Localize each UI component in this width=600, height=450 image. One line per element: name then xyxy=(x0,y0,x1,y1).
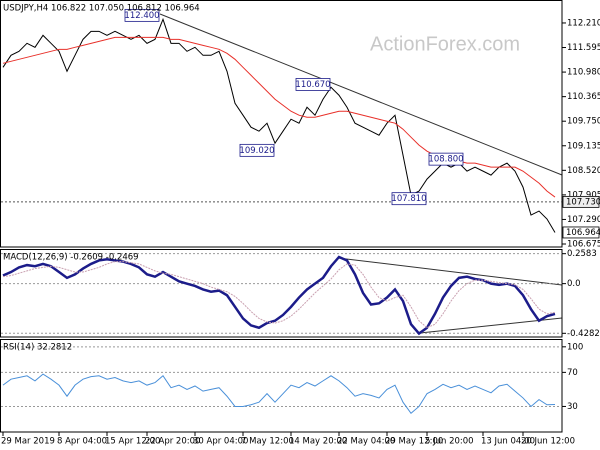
y-tick-label: 109.135 xyxy=(567,141,600,151)
price-label-box xyxy=(562,195,600,208)
price-panel-frame xyxy=(0,0,563,248)
annotation-box xyxy=(391,192,427,206)
annotation-box xyxy=(239,143,275,157)
series-line xyxy=(2,255,556,336)
x-tick-label: 22 Apr 20:00 xyxy=(145,437,200,447)
rsi-panel-frame xyxy=(0,339,563,433)
annotation-label: 109.020 xyxy=(239,146,274,156)
annotation-box xyxy=(124,8,160,22)
x-tick-label: 8 Apr 04:00 xyxy=(57,437,107,447)
x-tick-label: 29 Mar 2019 xyxy=(1,437,55,447)
y-tick-label: 112.210 xyxy=(567,18,600,28)
x-tick-label: 20 Jun 12:00 xyxy=(521,437,575,447)
y-tick-label: 0.2583 xyxy=(567,249,597,259)
y-tick-label: 106.675 xyxy=(567,240,600,250)
macd-panel-frame xyxy=(0,249,563,338)
annotation-label: 107.810 xyxy=(391,194,426,204)
y-tick-label: 111.595 xyxy=(567,43,600,53)
panel-title: RSI(14) 32.2812 xyxy=(3,343,72,353)
annotation-box xyxy=(295,78,331,91)
y-tick-label: 107.290 xyxy=(567,215,600,225)
series-line xyxy=(2,373,556,414)
annotation-label: 108.800 xyxy=(428,155,463,165)
x-tick-label: 5 Jun 20:00 xyxy=(425,437,474,447)
series-line xyxy=(2,17,556,233)
y-tick-label: 109.750 xyxy=(567,117,600,127)
annotation-label: 110.670 xyxy=(295,80,330,90)
panel-title: USDJPY,H4 106.822 107.050 106.812 106.96… xyxy=(3,4,200,14)
panel-title: MACD(12,26,9) -0.2609 -0.2469 xyxy=(3,253,139,263)
series-line xyxy=(2,261,556,329)
y-tick-label: 70 xyxy=(567,368,578,378)
watermark: ActionForex.com xyxy=(370,33,520,55)
price-label: 106.964 xyxy=(566,228,600,238)
price-label-box xyxy=(562,226,600,239)
x-tick-label: 22 May 04:00 xyxy=(337,437,395,447)
x-tick-label: 14 May 20:00 xyxy=(289,437,347,447)
x-tick-label: 30 Apr 04:00 xyxy=(193,437,248,447)
y-tick-label: 30 xyxy=(567,402,578,412)
y-tick-label: -0.4282 xyxy=(567,329,600,339)
price-label: 107.730 xyxy=(566,197,600,207)
x-tick-label: 15 Apr 12:00 xyxy=(105,437,160,447)
annotation-box xyxy=(428,152,464,166)
annotation-label: 112.400 xyxy=(124,11,159,21)
x-tick-label: 29 May 12:00 xyxy=(385,437,443,447)
y-tick-label: 110.365 xyxy=(567,92,600,102)
x-tick-label: 7 May 12:00 xyxy=(241,437,294,447)
y-tick-label: 110.980 xyxy=(567,68,600,78)
y-tick-label: 0.0 xyxy=(567,279,581,289)
trendline xyxy=(159,13,563,176)
y-tick-label: 107.905 xyxy=(567,190,600,200)
y-tick-label: 108.520 xyxy=(567,166,600,176)
y-tick-label: 100 xyxy=(567,342,583,352)
x-tick-label: 13 Jun 04:00 xyxy=(481,437,535,447)
trendline xyxy=(337,257,563,286)
